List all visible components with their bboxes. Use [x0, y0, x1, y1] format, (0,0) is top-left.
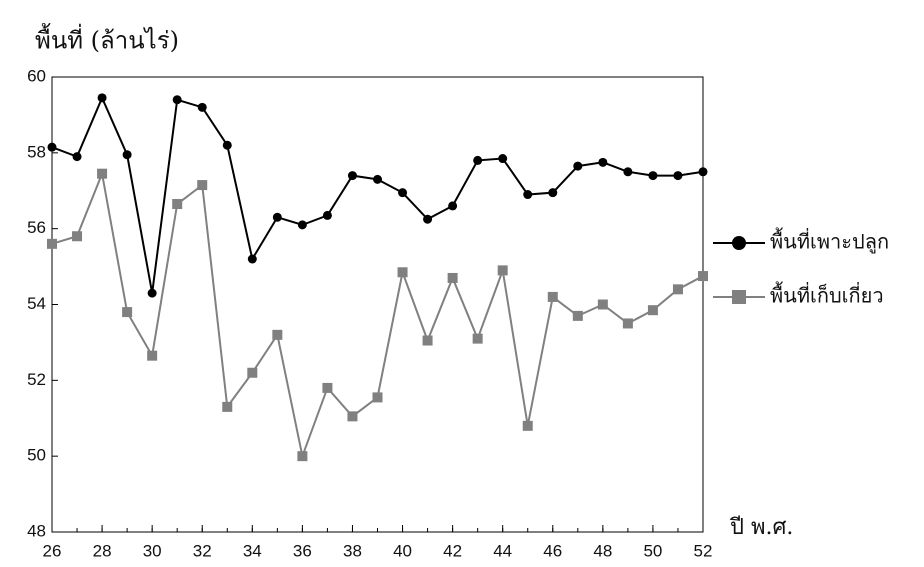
point: [572, 310, 583, 321]
point: [698, 167, 708, 177]
point: [47, 238, 57, 249]
point: [523, 190, 533, 200]
point: [247, 367, 258, 378]
point: [647, 305, 658, 316]
legend-label: พื้นที่เก็บเกี่ยว: [770, 282, 884, 308]
point: [548, 188, 558, 198]
point: [623, 167, 633, 177]
point: [397, 267, 408, 278]
y-tick-label: 60: [27, 66, 46, 85]
point: [547, 291, 558, 302]
legend-marker: [732, 290, 746, 304]
point: [147, 350, 158, 361]
y-tick-label: 58: [27, 142, 46, 161]
point: [448, 201, 458, 211]
point: [197, 102, 207, 112]
point: [147, 288, 157, 298]
x-tick-label: 28: [93, 541, 112, 560]
point: [72, 152, 82, 162]
point: [272, 212, 282, 222]
point: [423, 214, 433, 224]
x-tick-label: 30: [143, 541, 162, 560]
x-tick-label: 32: [193, 541, 212, 560]
point: [47, 142, 57, 152]
point: [648, 171, 658, 181]
x-tick-label: 40: [393, 541, 412, 560]
y-tick-label: 52: [27, 370, 46, 389]
series-line: [51, 95, 704, 294]
x-tick-label: 44: [493, 541, 512, 560]
point: [97, 168, 108, 179]
point: [347, 171, 357, 181]
x-axis-title: ปี พ.ศ.: [729, 515, 794, 540]
y-axis-title: พื้นที่ (ล้านไร่): [35, 23, 179, 55]
x-tick-label: 48: [593, 541, 612, 560]
x-tick-label: 34: [243, 541, 262, 560]
x-tick-label: 50: [643, 541, 662, 560]
x-tick-label: 46: [543, 541, 562, 560]
point: [347, 411, 358, 422]
x-tick-label: 26: [43, 541, 62, 560]
point: [472, 333, 483, 344]
x-tick-label: 52: [694, 541, 713, 560]
point: [372, 392, 383, 403]
legend-marker: [732, 236, 746, 250]
point: [672, 284, 683, 295]
point: [497, 265, 508, 276]
point: [422, 335, 433, 346]
point: [322, 382, 333, 393]
point: [498, 154, 508, 164]
point: [573, 161, 583, 171]
point: [172, 95, 182, 105]
x-tick-label: 42: [443, 541, 462, 560]
point: [247, 254, 257, 264]
point: [222, 401, 233, 412]
point: [197, 180, 208, 191]
point: [373, 174, 382, 184]
point: [598, 157, 608, 167]
point: [322, 210, 332, 220]
point: [473, 155, 483, 165]
y-tick-label: 54: [27, 294, 46, 313]
y-tick-label: 50: [27, 446, 46, 465]
point: [97, 93, 107, 103]
legend-label: พื้นที่เพาะปลูก: [770, 228, 889, 255]
point: [272, 329, 283, 340]
point: [172, 199, 183, 210]
x-tick-label: 36: [293, 541, 312, 560]
point: [297, 451, 308, 462]
point: [597, 299, 608, 310]
point: [297, 220, 307, 230]
point: [673, 171, 683, 181]
point: [522, 420, 533, 431]
point: [222, 140, 232, 150]
point: [447, 272, 458, 283]
x-tick-label: 38: [343, 541, 362, 560]
y-tick-label: 48: [27, 521, 46, 540]
point: [122, 150, 132, 160]
point: [622, 318, 633, 329]
point: [72, 231, 83, 242]
point: [698, 271, 708, 282]
y-tick-label: 56: [27, 218, 46, 237]
point: [122, 307, 133, 318]
point: [398, 188, 408, 198]
series-line: [51, 170, 704, 460]
